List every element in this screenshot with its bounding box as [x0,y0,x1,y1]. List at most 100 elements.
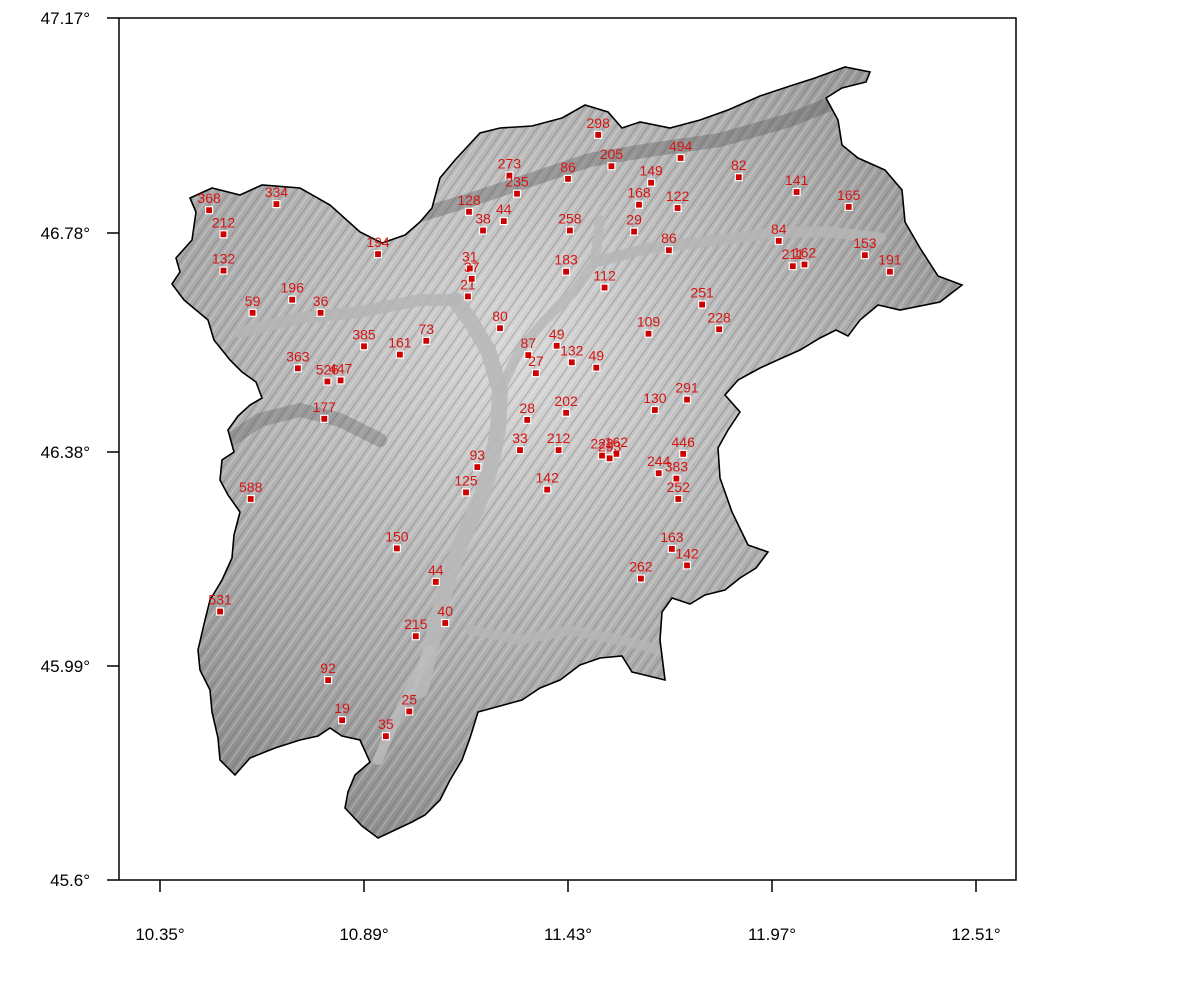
station-marker [565,226,575,235]
station-point: 212 [212,214,235,239]
station-point: 112 [593,268,616,292]
station-marker [464,207,474,216]
station-point: 73 [419,321,435,345]
station-label: 109 [637,314,661,330]
station-marker [682,395,692,404]
station-label: 293 [598,438,622,454]
station-point: 165 [837,187,861,211]
station-label: 526 [316,362,340,378]
station-label: 125 [454,472,478,488]
station-point: 27 [528,353,544,378]
station-marker [373,250,383,259]
station-marker [216,607,225,616]
station-marker [523,415,532,424]
station-marker [682,561,692,570]
station-point: 29 [626,212,642,236]
x-tick-labels: 10.35° 10.89° 11.43° 11.97° 12.51° [135,925,1000,944]
stations-layer: 298 205 494 273 86 82 149 235 141 368 334 168 122 165… [197,115,902,741]
station-point: 334 [265,184,289,209]
station-point: 86 [560,159,576,183]
station-point: 44 [496,201,512,226]
station-point: 31 [462,248,478,273]
station-label: 87 [521,335,537,351]
station-label: 27 [528,353,544,369]
station-marker [634,200,644,209]
station-marker [561,408,571,417]
station-point: 142 [536,470,559,494]
station-point: 163 [660,529,684,554]
station-label: 19 [334,700,350,716]
station-marker [323,377,332,386]
station-point: 205 [600,146,623,171]
station-marker [320,414,329,423]
station-marker [219,230,228,239]
station-point: 128 [457,192,481,216]
station-label: 183 [554,252,578,268]
station-point: 33 [512,430,528,455]
y-tick-label: 47.17° [41,9,90,28]
station-label: 363 [286,348,310,364]
station-label: 161 [388,335,412,351]
station-label: 228 [707,309,731,325]
station-marker [405,707,414,716]
station-marker [381,732,390,741]
station-marker [774,236,783,245]
station-point: 252 [667,479,690,504]
station-label: 334 [265,184,289,200]
station-point: 196 [281,280,304,304]
station-marker [495,324,505,333]
station-point: 35 [378,716,394,741]
station-label: 163 [660,529,684,545]
station-label: 25 [402,691,418,707]
station-marker [246,494,255,504]
station-point: 212 [547,430,570,455]
station-marker [336,376,345,385]
station-label: 82 [731,157,747,173]
station-point: 161 [388,335,412,359]
station-label: 128 [457,192,481,208]
station-label: 291 [675,380,699,396]
station-label: 251 [690,285,714,301]
station-label: 84 [771,221,787,237]
station-label: 150 [385,528,409,544]
station-marker [792,187,801,197]
station-label: 191 [878,252,902,268]
station-marker [561,267,571,276]
station-marker [600,283,609,292]
station-label: 162 [793,245,817,261]
station-point: 109 [637,314,661,338]
station-point: 235 [505,174,529,198]
station-marker [531,369,541,378]
station-label: 73 [419,321,435,337]
station-marker [524,351,533,360]
y-tick-label: 45.6° [50,871,90,890]
station-marker [395,350,404,359]
station-label: 59 [245,293,261,309]
station-marker [392,544,401,553]
station-marker [512,189,522,198]
pusteria-valley [589,226,886,268]
isarco-valley [495,215,605,395]
x-tick-label: 11.97° [748,925,796,944]
station-label: 153 [853,235,877,251]
station-label: 165 [837,187,861,203]
station-label: 446 [672,434,696,450]
station-label: 112 [593,268,616,284]
station-point: 244 [647,453,671,478]
station-marker [463,292,472,301]
station-marker [594,130,603,139]
station-label: 298 [587,115,611,131]
station-label: 21 [460,276,476,292]
station-marker [629,227,639,236]
station-point: 130 [643,390,667,415]
station-label: 447 [329,360,353,376]
station-label: 49 [589,348,605,364]
station-point: 191 [878,252,902,276]
y-tick-label: 46.78° [41,224,90,243]
y-tick-label: 45.99° [41,657,90,676]
x-tick-label: 10.89° [339,925,388,944]
station-point: 177 [313,399,336,423]
station-label: 40 [437,603,453,619]
station-point: 28 [519,400,535,424]
station-label: 86 [560,159,576,175]
